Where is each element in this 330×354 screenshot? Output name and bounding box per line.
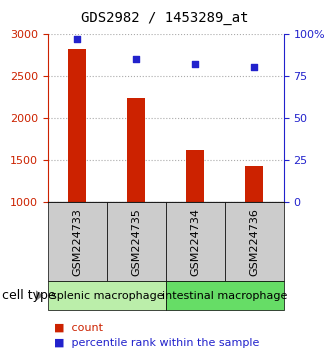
Text: GSM224735: GSM224735 (131, 208, 141, 275)
Text: ■  percentile rank within the sample: ■ percentile rank within the sample (54, 338, 260, 348)
Bar (69, 49, 86, 202)
Text: GDS2982 / 1453289_at: GDS2982 / 1453289_at (81, 11, 249, 25)
Polygon shape (36, 290, 43, 301)
Text: intestinal macrophage: intestinal macrophage (162, 291, 287, 301)
Point (75, 36, 80, 41)
Bar (127, 98, 145, 202)
Text: splenic macrophage: splenic macrophage (50, 291, 163, 301)
Text: GSM224736: GSM224736 (249, 208, 259, 275)
Bar (246, 166, 263, 202)
Text: GSM224733: GSM224733 (72, 208, 82, 275)
Text: GSM224734: GSM224734 (190, 207, 200, 276)
Text: ■  count: ■ count (54, 322, 103, 332)
Point (193, 61, 198, 67)
Bar (186, 150, 204, 202)
Point (252, 64, 257, 70)
Text: cell type: cell type (2, 289, 55, 302)
Point (134, 56, 139, 62)
